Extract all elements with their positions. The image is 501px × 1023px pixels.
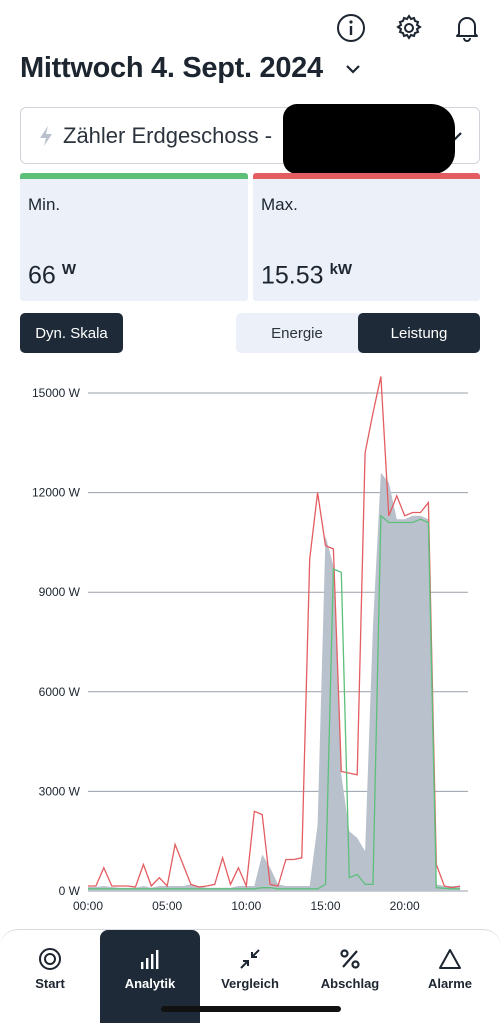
x-tick-label: 10:00 xyxy=(231,899,261,913)
bar-chart-icon xyxy=(137,946,163,972)
date-title: Mittwoch 4. Sept. 2024 xyxy=(20,52,323,84)
tab-energie[interactable]: Energie xyxy=(271,324,323,342)
min-value-row: 66 W xyxy=(28,261,76,290)
max-card-accent xyxy=(253,173,480,179)
meter-dropdown[interactable]: Zähler Erdgeschoss - xyxy=(20,104,480,174)
y-tick-label: 3000 W xyxy=(39,784,81,798)
y-tick-label: 9000 W xyxy=(39,585,81,599)
nav-label: Alarme xyxy=(427,976,473,991)
y-tick-label: 12000 W xyxy=(32,486,81,500)
min-card: Min. 66 W xyxy=(20,173,248,301)
nav-vergleich[interactable]: Vergleich xyxy=(200,930,300,1023)
nav-label: Vergleich xyxy=(221,976,279,991)
min-card-accent xyxy=(20,173,248,179)
top-icon-bar xyxy=(335,12,483,44)
nav-abschlag[interactable]: Abschlag xyxy=(300,930,400,1023)
gear-icon[interactable] xyxy=(393,12,425,44)
tab-leistung[interactable]: Leistung xyxy=(358,313,480,353)
redaction-block xyxy=(283,104,455,174)
nav-alarme[interactable]: Alarme xyxy=(400,930,500,1023)
target-icon xyxy=(37,946,63,972)
chevron-down-icon[interactable] xyxy=(345,58,367,80)
min-label: Min. xyxy=(28,195,61,214)
x-tick-label: 15:00 xyxy=(310,899,340,913)
mode-toggle: Energie Leistung xyxy=(236,313,480,353)
nav-label: Analytik xyxy=(124,976,176,991)
nav-start[interactable]: Start xyxy=(0,930,100,1023)
bolt-icon xyxy=(40,125,52,146)
date-selector[interactable]: Mittwoch 4. Sept. 2024 xyxy=(20,52,367,85)
nav-label: Start xyxy=(35,976,65,991)
max-unit: kW xyxy=(329,261,353,278)
home-indicator xyxy=(161,1006,341,1012)
max-card: Max. 15.53 kW xyxy=(253,173,480,301)
x-tick-label: 20:00 xyxy=(390,899,420,913)
max-value: 15.53 xyxy=(261,261,324,290)
compress-arrows-icon xyxy=(237,946,263,972)
max-value-row: 15.53 kW xyxy=(261,261,352,290)
y-tick-label: 15000 W xyxy=(32,386,81,400)
bell-icon[interactable] xyxy=(451,12,483,44)
x-tick-label: 00:00 xyxy=(73,899,103,913)
min-unit: W xyxy=(61,261,76,278)
series-max-line xyxy=(88,376,461,889)
min-value: 66 xyxy=(28,261,56,290)
percent-icon xyxy=(337,946,363,972)
series-avg-area xyxy=(88,472,461,891)
dyn-scale-button[interactable]: Dyn. Skala xyxy=(20,313,123,353)
max-label: Max. xyxy=(261,195,298,214)
x-tick-label: 05:00 xyxy=(152,899,182,913)
nav-label: Abschlag xyxy=(320,976,380,991)
meter-label: Zähler Erdgeschoss - xyxy=(63,122,273,148)
power-chart: 0 W 3000 W 6000 W 9000 W 12000 W 15000 W 00:00… xyxy=(32,376,468,913)
y-tick-label: 0 W xyxy=(59,884,81,898)
info-icon[interactable] xyxy=(335,12,367,44)
y-tick-label: 6000 W xyxy=(39,685,81,699)
series-min-line xyxy=(88,514,461,890)
triangle-alert-icon xyxy=(437,946,463,972)
